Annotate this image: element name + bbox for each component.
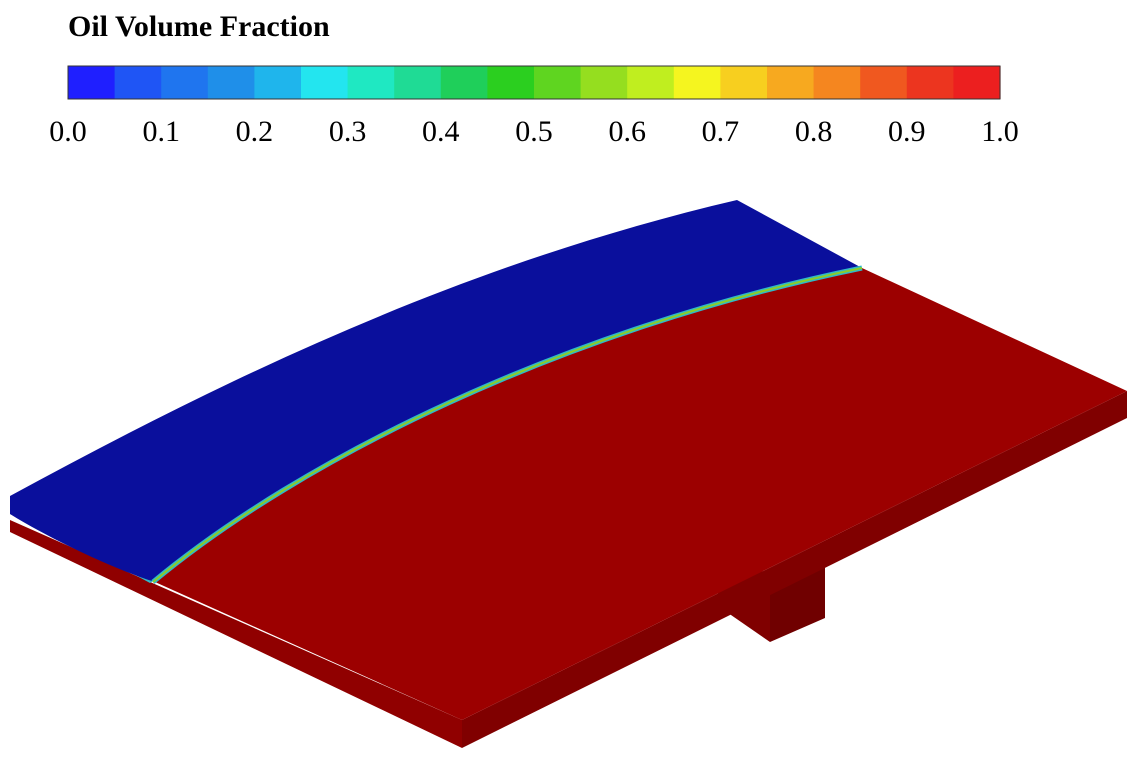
slab-right-side-face [462, 391, 1127, 748]
colorbar-band [534, 66, 582, 99]
colorbar-tick-label: 0.6 [608, 115, 646, 148]
colorbar-tick-labels: 0.0 0.1 0.2 0.3 0.4 0.5 0.6 0.7 0.8 0.9 1.0 [49, 115, 1019, 148]
colorbar-band [627, 66, 675, 99]
colorbar-band [953, 66, 1001, 99]
colorbar-band [673, 66, 721, 99]
oil-film-slab [10, 200, 1127, 748]
colorbar-band [720, 66, 768, 99]
colorbar-band [580, 66, 628, 99]
colorbar-band [860, 66, 908, 99]
colorbar-tick-label: 0.1 [142, 115, 180, 148]
colorbar-frame [67, 65, 1001, 100]
slab-front-side-face [10, 520, 462, 748]
colorbar-band [906, 66, 954, 99]
colorbar-band [254, 66, 302, 99]
colorbar-tick-label: 0.9 [888, 115, 926, 148]
colorbar-tick-label: 0.5 [515, 115, 553, 148]
colorbar-tick-label: 0.2 [236, 115, 274, 148]
colorbar-band [207, 66, 255, 99]
colorbar-band [394, 66, 442, 99]
colorbar-band [114, 66, 162, 99]
colorbar-band [68, 66, 116, 99]
colorbar-band [440, 66, 488, 99]
colorbar-band [301, 66, 349, 99]
colorbar-tick-label: 0.8 [795, 115, 833, 148]
oil-air-interface-line-inner [152, 267, 863, 583]
colorbar-tick-label: 1.0 [981, 115, 1019, 148]
colorbar-tick-label: 0.3 [329, 115, 367, 148]
colorbar-band [767, 66, 815, 99]
colorbar-band [487, 66, 535, 99]
colorbar [68, 66, 1001, 99]
colorbar-tick-label: 0.7 [702, 115, 740, 148]
legend-title: Oil Volume Fraction [68, 10, 330, 43]
colorbar-band [161, 66, 209, 99]
air-region-top-surface [10, 200, 862, 582]
colorbar-band [347, 66, 395, 99]
colorbar-band [813, 66, 861, 99]
oil-region-top-surface [155, 268, 1127, 720]
colorbar-tick-label: 0.4 [422, 115, 460, 148]
colorbar-tick-label: 0.0 [49, 115, 87, 148]
